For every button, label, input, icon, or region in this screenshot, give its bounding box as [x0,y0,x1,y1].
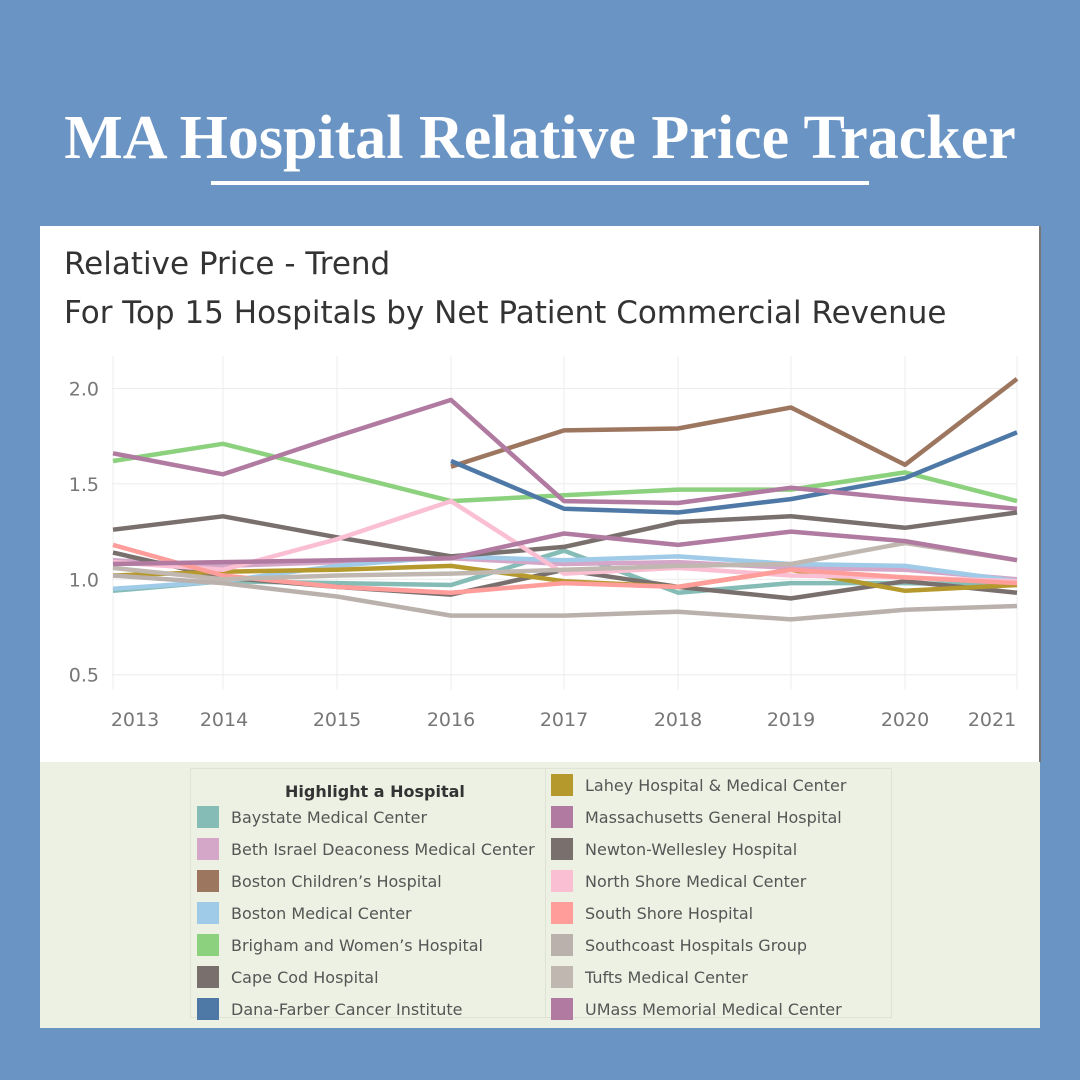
line-chart: 2.0 1.5 1.0 0.5 2013 2014 2015 2016 2017 2018 2019… [69,356,1019,731]
y-tick-label: 1.0 [69,569,99,591]
legend-swatch [551,998,573,1020]
series-layer [112,377,1019,622]
legend-item[interactable]: Southcoast Hospitals Group [551,934,807,956]
legend-item[interactable]: Lahey Hospital & Medical Center [551,774,846,796]
chart-subtitle: For Top 15 Hospitals by Net Patient Comm… [64,295,947,331]
legend-label: Cape Cod Hospital [231,967,379,987]
legend-label: Lahey Hospital & Medical Center [585,775,847,795]
legend-label: Beth Israel Deaconess Medical Center [231,839,535,859]
legend-label: Massachusetts General Hospital [585,807,842,827]
legend-label: Southcoast Hospitals Group [585,935,807,955]
x-tick-label: 2021 [968,709,1016,731]
x-tick-label: 2020 [881,709,929,731]
legend-divider [545,769,546,1017]
legend-swatch [551,806,573,828]
legend-label: Newton-Wellesley Hospital [585,839,798,859]
legend-item[interactable]: Dana-Farber Cancer Institute [197,998,463,1020]
x-tick-label: 2014 [200,709,248,731]
legend-label: Dana-Farber Cancer Institute [231,999,463,1019]
title-underline [211,181,869,185]
chart-title: Relative Price - Trend [64,246,391,282]
legend-item[interactable]: Newton-Wellesley Hospital [551,838,797,860]
chart-card: Relative Price - Trend For Top 15 Hospit… [40,226,1041,762]
legend-label: Boston Medical Center [231,903,412,923]
series-line-umass-memorial-medical-center[interactable] [112,529,1018,567]
legend-item[interactable]: Brigham and Women’s Hospital [197,934,483,956]
y-tick-label: 0.5 [69,665,99,687]
legend-label: UMass Memorial Medical Center [585,999,842,1019]
x-tick-label: 2015 [313,709,361,731]
legend-swatch [551,870,573,892]
legend-swatch [551,838,573,860]
legend-swatch [197,998,219,1020]
legend-item[interactable]: Boston Medical Center [197,902,412,924]
x-tick-label: 2018 [654,709,702,731]
legend-item[interactable]: Boston Children’s Hospital [197,870,442,892]
legend-item[interactable]: Tufts Medical Center [551,966,748,988]
legend-swatch [197,806,219,828]
page-title: MA Hospital Relative Price Tracker [64,104,1016,172]
legend-swatch [551,902,573,924]
series-line-beth-israel-deaconess-medical-center[interactable] [112,556,1018,582]
x-tick-label: 2013 [111,709,159,731]
series-line-dana-farber-cancer-institute[interactable] [450,430,1018,515]
legend-title: Highlight a Hospital [285,782,465,801]
legend-swatch [551,934,573,956]
series-line-massachusetts-general-hospital[interactable] [112,397,1018,511]
x-tick-label: 2016 [427,709,475,731]
legend: Highlight a Hospital Baystate Medical Ce… [190,768,892,1020]
legend-label: North Shore Medical Center [585,871,807,891]
legend-label: Brigham and Women’s Hospital [231,935,483,955]
y-tick-label: 1.5 [69,474,99,496]
x-tick-label: 2017 [540,709,588,731]
legend-item[interactable]: UMass Memorial Medical Center [551,998,842,1020]
legend-item[interactable]: Massachusetts General Hospital [551,806,842,828]
legend-label: South Shore Hospital [585,903,754,923]
legend-label: Boston Children’s Hospital [231,871,442,891]
legend-swatch [197,966,219,988]
legend-label: Baystate Medical Center [231,807,428,827]
legend-item[interactable]: Cape Cod Hospital [197,966,379,988]
legend-item[interactable]: Baystate Medical Center [197,806,427,828]
series-line-tufts-medical-center[interactable] [112,540,1018,582]
series-line-newton-wellesley-hospital[interactable] [112,510,1018,559]
legend-swatch [197,902,219,924]
legend-item[interactable]: Beth Israel Deaconess Medical Center [197,838,535,860]
legend-swatch [197,838,219,860]
legend-swatch [551,966,573,988]
series-line-brigham-and-women-s-hospital[interactable] [112,441,1018,504]
legend-item[interactable]: South Shore Hospital [551,902,753,924]
legend-swatch [197,934,219,956]
series-line-southcoast-hospitals-group[interactable] [112,573,1018,622]
legend-swatch [551,774,573,796]
series-line-boston-children-s-hospital[interactable] [450,377,1019,469]
legend-panel: Highlight a Hospital Baystate Medical Ce… [40,762,1040,1028]
legend-item[interactable]: North Shore Medical Center [551,870,806,892]
axis-layer: 2.0 1.5 1.0 0.5 2013 2014 2015 2016 2017 2018 2019… [69,378,1016,731]
legend-swatch [197,870,219,892]
y-tick-label: 2.0 [69,378,99,400]
legend-label: Tufts Medical Center [585,967,748,987]
x-tick-label: 2019 [767,709,815,731]
